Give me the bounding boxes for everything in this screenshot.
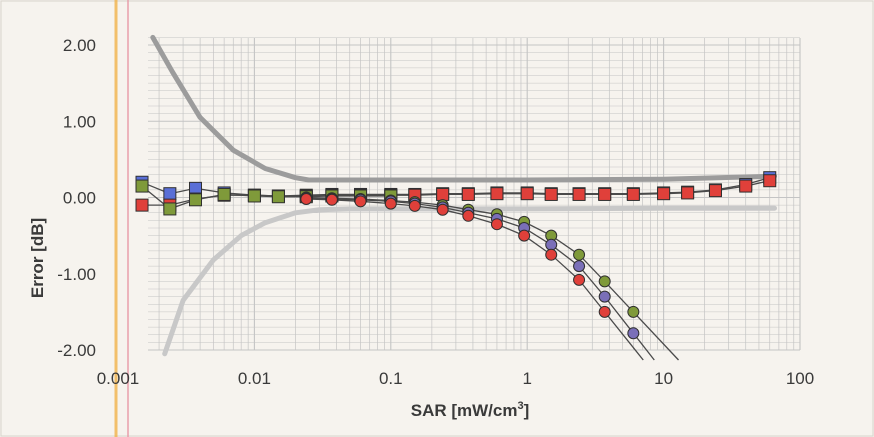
point-circle-red (545, 248, 558, 261)
x-tick-label: 0.01 (238, 369, 271, 388)
x-axis-title-suffix: ] (524, 401, 530, 420)
point-square-red (490, 187, 504, 201)
point-square-red (657, 187, 671, 201)
point-circle-red (598, 305, 611, 318)
point-square-red (572, 187, 586, 201)
bound-lines (150, 34, 777, 357)
point-square-red (461, 187, 475, 201)
series-line-extension (604, 311, 644, 361)
point-circle-purple (598, 290, 611, 303)
x-tick-label: 10 (654, 369, 673, 388)
point-square-red (763, 174, 777, 188)
point-square-red (544, 187, 558, 201)
point-square-red (681, 186, 695, 200)
point-circle-red (384, 197, 397, 210)
point-square-red (598, 187, 612, 201)
y-tick-label: -2.00 (57, 341, 96, 360)
point-circle-red (462, 209, 475, 222)
point-square-green (189, 193, 203, 207)
bound-line-lower_bound (162, 205, 777, 357)
point-square-green (271, 190, 285, 204)
point-square-green (217, 187, 231, 201)
point-square-green (247, 189, 261, 203)
point-square-red (520, 187, 534, 201)
y-tick-label: -1.00 (57, 265, 96, 284)
x-axis-title-main: SAR [mW/cm (411, 401, 518, 420)
point-circle-red (573, 273, 586, 286)
point-square-red (135, 198, 149, 212)
point-circle-purple (545, 238, 558, 251)
series-line-green-square (141, 185, 391, 210)
y-tick-label: 1.00 (63, 112, 96, 131)
point-circle-red (325, 193, 338, 206)
point-square-red (626, 187, 640, 201)
y-tick-label: 0.00 (63, 189, 96, 208)
x-axis-title-superscript: 3 (517, 400, 523, 412)
point-circle-red (354, 195, 367, 208)
point-circle-red (408, 199, 421, 212)
point-square-red (436, 187, 450, 201)
point-circle-red (300, 193, 313, 206)
point-circle-red (436, 203, 449, 216)
x-axis-title: SAR [mW/cm3] (411, 400, 530, 420)
point-square-red (739, 179, 753, 193)
x-tick-label: 100 (786, 369, 814, 388)
point-circle-green (598, 275, 611, 288)
point-circle-green (573, 248, 586, 261)
point-square-blue (163, 187, 177, 201)
y-tick-label: 2.00 (63, 36, 96, 55)
point-square-red (708, 184, 722, 198)
x-tick-label: 0.001 (97, 369, 140, 388)
point-circle-purple (573, 260, 586, 273)
x-tick-label: 0.1 (379, 369, 403, 388)
bound-line-upper_bound (150, 34, 777, 183)
y-axis-title: Error [dB] (28, 218, 47, 298)
point-square-green (135, 179, 149, 193)
point-circle-red (518, 229, 531, 242)
point-circle-purple (627, 327, 640, 340)
x-tick-label: 1 (522, 369, 531, 388)
series-line-extension (632, 311, 679, 361)
x-tick-labels: 0.001 0.01 0.1 1 10 100 (97, 369, 814, 388)
point-circle-green (627, 305, 640, 318)
markers (135, 171, 777, 340)
y-tick-labels: 2.00 1.00 0.00 -1.00 -2.00 (57, 36, 96, 360)
point-square-green (163, 202, 177, 216)
point-circle-red (490, 218, 503, 231)
